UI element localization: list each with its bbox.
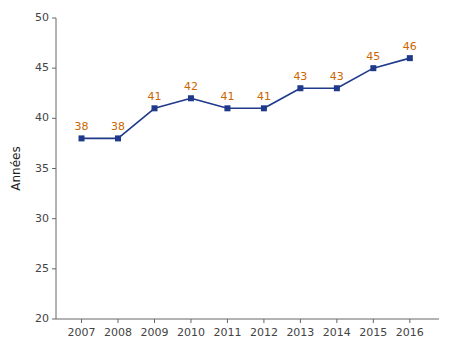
x-tick-label: 2011 xyxy=(213,326,241,339)
y-tick xyxy=(52,268,56,269)
x-tick-label: 2009 xyxy=(140,326,168,339)
x-tick-label: 2016 xyxy=(396,326,424,339)
chart: 20 25 30 35 40 45 50 2007 2008 2009 2010 2011 2012 20… xyxy=(0,0,455,353)
y-tick xyxy=(52,68,56,69)
x-tick-label: 2015 xyxy=(359,326,387,339)
y-axis-label: Années xyxy=(9,146,23,190)
y-tick xyxy=(52,319,56,320)
data-label: 41 xyxy=(220,90,234,103)
x-tick xyxy=(373,319,374,323)
y-tick-label: 25 xyxy=(35,262,49,275)
x-tick xyxy=(154,319,155,323)
marker xyxy=(334,85,340,91)
y-tick-label: 40 xyxy=(35,111,49,124)
marker xyxy=(79,135,85,141)
marker xyxy=(151,105,157,111)
data-label: 46 xyxy=(403,40,417,53)
y-tick xyxy=(52,218,56,219)
data-label: 38 xyxy=(111,120,125,133)
x-tick xyxy=(263,319,264,323)
y-tick-label: 45 xyxy=(35,61,49,74)
marker xyxy=(115,135,121,141)
marker xyxy=(297,85,303,91)
y-tick-label: 35 xyxy=(35,162,49,175)
x-tick-label: 2012 xyxy=(250,326,278,339)
x-tick-label: 2013 xyxy=(286,326,314,339)
marker xyxy=(407,55,413,61)
x-tick xyxy=(81,319,82,323)
marker xyxy=(188,95,194,101)
x-tick xyxy=(118,319,119,323)
chart-container: 20 25 30 35 40 45 50 2007 2008 2009 2010 2011 2012 20… xyxy=(0,0,455,353)
y-tick xyxy=(52,118,56,119)
y-tick-label: 30 xyxy=(35,212,49,225)
x-axis-line xyxy=(56,319,439,320)
data-label: 38 xyxy=(75,120,89,133)
x-tick xyxy=(190,319,191,323)
x-tick-label: 2014 xyxy=(323,326,351,339)
data-label: 43 xyxy=(293,70,307,83)
marker xyxy=(224,105,230,111)
x-tick xyxy=(227,319,228,323)
data-label: 41 xyxy=(257,90,271,103)
y-tick-label: 50 xyxy=(35,11,49,24)
marker xyxy=(370,65,376,71)
data-label: 42 xyxy=(184,80,198,93)
plot-area xyxy=(79,55,413,141)
x-tick xyxy=(336,319,337,323)
x-tick xyxy=(300,319,301,323)
y-tick xyxy=(52,168,56,169)
y-tick xyxy=(52,18,56,19)
x-tick-label: 2008 xyxy=(104,326,132,339)
data-label: 41 xyxy=(147,90,161,103)
x-tick-label: 2010 xyxy=(177,326,205,339)
y-tick-label: 20 xyxy=(35,312,49,325)
x-tick xyxy=(409,319,410,323)
data-label: 43 xyxy=(330,70,344,83)
marker xyxy=(261,105,267,111)
x-tick-label: 2007 xyxy=(68,326,96,339)
line xyxy=(82,58,410,138)
data-label: 45 xyxy=(366,50,380,63)
